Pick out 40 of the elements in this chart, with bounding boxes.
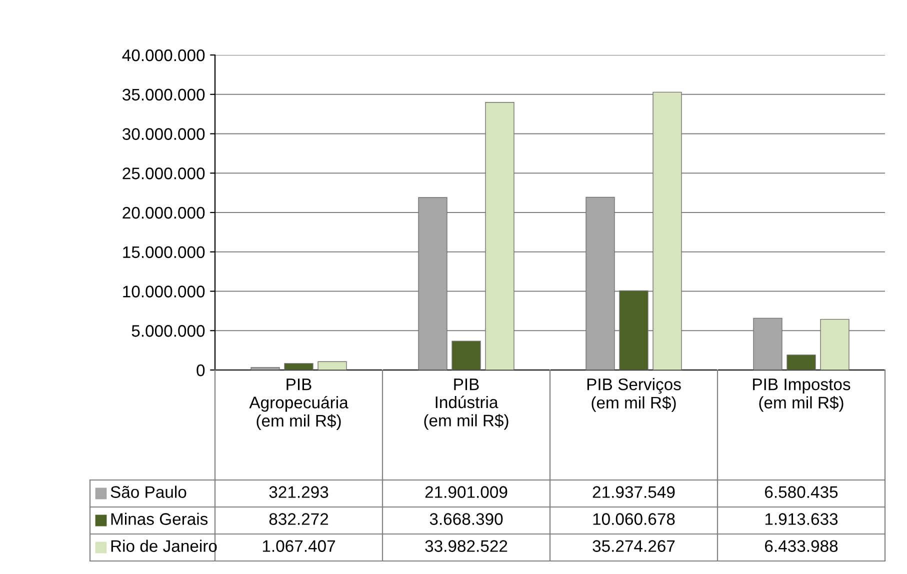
bar	[250, 367, 280, 370]
bar	[318, 361, 347, 370]
data-label: 1.067.407	[262, 540, 335, 552]
bar	[452, 340, 481, 370]
y-tick-label: 15.000.000	[123, 246, 205, 258]
data-label: 6.433.988	[765, 540, 838, 552]
y-tick-label: 35.000.000	[122, 88, 205, 101]
bar	[652, 92, 682, 370]
y-tick-label: 0	[196, 364, 205, 376]
bar	[820, 318, 850, 370]
data-label: 10.060.678	[593, 513, 675, 525]
x-tick-label: PIB Impostos (em mil R$)	[753, 378, 850, 412]
y-tick-label: 10.000.000	[123, 286, 205, 298]
y-tick-label: 25.000.000	[122, 168, 205, 180]
data-label: 21.901.009	[425, 486, 508, 498]
data-label: 832.272	[269, 513, 328, 525]
bar	[284, 363, 314, 370]
bar	[619, 290, 648, 370]
bar	[418, 197, 448, 370]
bar	[485, 102, 514, 370]
x-tick-label: PIB Indústria (em mil R$)	[424, 378, 508, 430]
data-label: 33.982.522	[425, 540, 508, 552]
bar	[753, 318, 782, 370]
y-tick-label: 5.000.000	[132, 325, 205, 337]
bar	[786, 354, 816, 370]
legend-label: São Paulo	[110, 486, 186, 498]
legend-label: Rio de Janeiro	[111, 540, 217, 552]
data-label: 21.937.549	[592, 486, 675, 498]
x-tick-label: PIB Serviços (em mil R$)	[587, 378, 681, 412]
x-tick-label: PIB Agropecuária (em mil R$)	[249, 378, 348, 430]
data-label: 321.293	[269, 486, 328, 498]
data-label: 3.668.390	[430, 513, 503, 525]
y-tick-label: 20.000.000	[122, 206, 205, 219]
y-tick-label: 30.000.000	[122, 128, 205, 140]
bar	[586, 196, 615, 370]
legend-label: Minas Gerais	[111, 512, 208, 525]
data-label: 35.274.267	[592, 540, 675, 552]
data-label: 6.580.435	[765, 486, 838, 498]
y-tick-label: 40.000.000	[122, 49, 205, 62]
data-label: 1.913.633	[765, 513, 838, 525]
